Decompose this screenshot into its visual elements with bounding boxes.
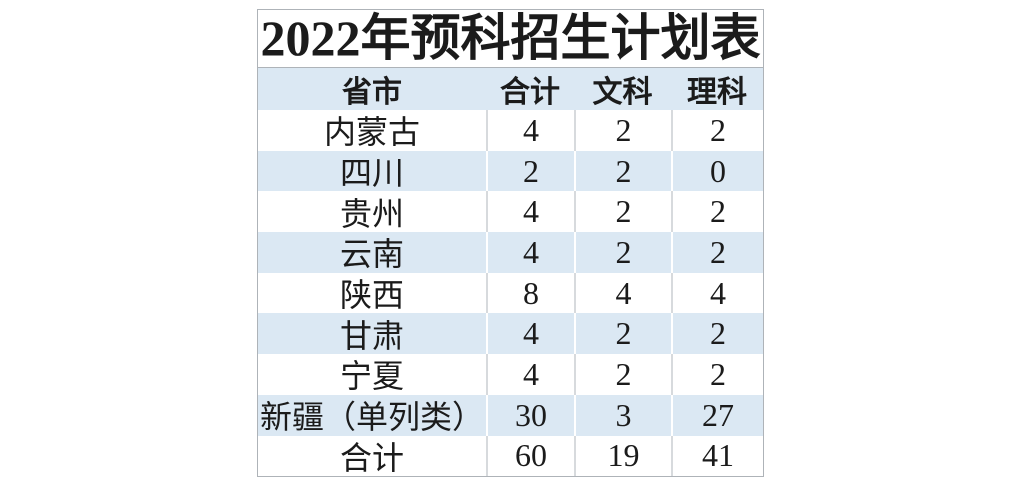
science-cell: 4 — [671, 272, 763, 314]
column-header-liberal-arts: 文科 — [592, 76, 653, 109]
liberal-arts-cell: 2 — [574, 191, 671, 233]
total-cell: 4 — [486, 191, 574, 233]
province-cell: 内蒙古 — [323, 114, 420, 151]
column-header-total: 合计 — [500, 76, 560, 109]
total-cell: 60 — [486, 435, 574, 477]
total-cell: 4 — [486, 110, 574, 151]
table-title: 2022年预科招生计划表 — [257, 9, 764, 68]
province-cell: 云南 — [339, 236, 404, 273]
science-cell: 2 — [671, 110, 763, 151]
table-row-grand-total: 合计 60 19 41 — [258, 435, 763, 477]
liberal-arts-cell: 2 — [574, 232, 671, 273]
total-cell: 8 — [486, 272, 574, 314]
total-cell: 2 — [486, 150, 574, 192]
province-cell: 宁夏 — [339, 358, 404, 395]
science-cell: 41 — [671, 435, 763, 477]
liberal-arts-cell: 4 — [574, 272, 671, 314]
table-body: 省市 合计 文科 理科 内蒙古 4 2 2 四川 2 2 0 贵州 4 2 — [257, 68, 764, 478]
total-cell: 4 — [486, 232, 574, 273]
table-row-guizhou: 贵州 4 2 2 — [258, 191, 763, 233]
enrollment-plan-table: 2022年预科招生计划表 省市 合计 文科 理科 内蒙古 4 2 2 四川 2 … — [257, 9, 764, 478]
column-header-province: 省市 — [342, 76, 402, 109]
table-row-xinjiang: 新疆（单列类） 30 3 27 — [258, 394, 763, 436]
province-cell: 陕西 — [339, 277, 404, 314]
science-cell: 0 — [671, 150, 763, 192]
science-cell: 2 — [671, 191, 763, 233]
table-row-gansu: 甘肃 4 2 2 — [258, 313, 763, 355]
table-row-shaanxi: 陕西 8 4 4 — [258, 272, 763, 314]
science-cell: 2 — [671, 313, 763, 355]
table-row-neimenggu: 内蒙古 4 2 2 — [258, 110, 763, 151]
liberal-arts-cell: 3 — [574, 394, 671, 436]
liberal-arts-cell: 2 — [574, 110, 671, 151]
table-row-yunnan: 云南 4 2 2 — [258, 232, 763, 273]
liberal-arts-cell: 19 — [574, 435, 671, 477]
header-row: 省市 合计 文科 理科 — [258, 68, 763, 110]
province-cell: 四川 — [339, 155, 404, 192]
liberal-arts-cell: 2 — [574, 313, 671, 355]
province-cell: 新疆（单列类） — [259, 399, 484, 436]
province-cell: 贵州 — [339, 195, 404, 232]
liberal-arts-cell: 2 — [574, 150, 671, 192]
province-cell: 合计 — [339, 439, 404, 476]
science-cell: 2 — [671, 354, 763, 395]
science-cell: 2 — [671, 232, 763, 273]
total-cell: 30 — [486, 394, 574, 436]
science-cell: 27 — [671, 394, 763, 436]
total-cell: 4 — [486, 354, 574, 395]
liberal-arts-cell: 2 — [574, 354, 671, 395]
column-header-science: 理科 — [687, 76, 747, 109]
table-row-ningxia: 宁夏 4 2 2 — [258, 354, 763, 395]
total-cell: 4 — [486, 313, 574, 355]
table-row-sichuan: 四川 2 2 0 — [258, 150, 763, 192]
province-cell: 甘肃 — [339, 317, 404, 354]
